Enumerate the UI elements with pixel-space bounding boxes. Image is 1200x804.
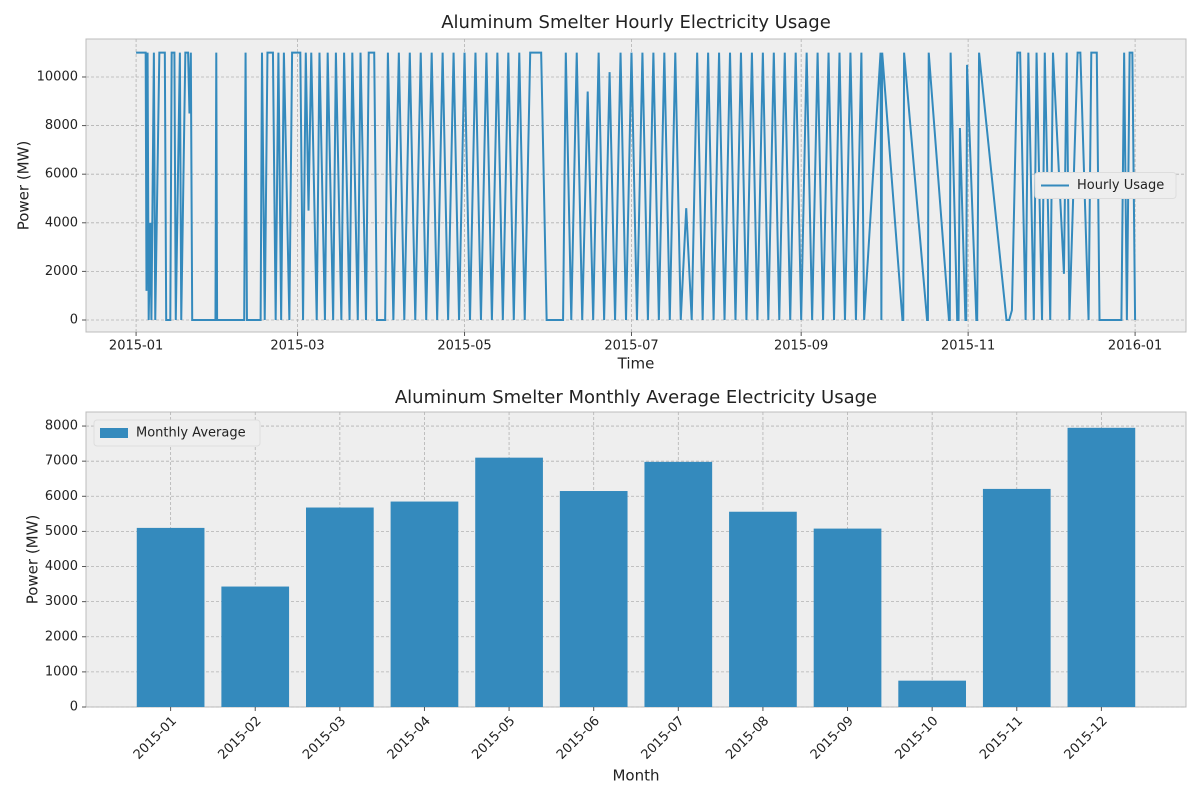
y-tick-label: 4000 [45,559,78,574]
legend-label: Monthly Average [136,426,246,441]
bar [898,680,966,707]
legend-box [1034,172,1177,199]
bar [813,528,882,707]
x-tick-label: 2015-06 [554,714,603,763]
legend-swatch [100,428,128,438]
y-tick-label: 8000 [45,118,78,133]
x-axis-label: Time [617,355,655,373]
x-tick-label: 2015-10 [892,714,941,763]
y-tick-label: 2000 [45,264,78,279]
x-tick-label: 2015-07 [639,714,688,763]
line-series [136,51,1137,321]
x-tick-label: 2016-01 [1108,339,1162,354]
bar [390,501,459,707]
x-tick-label: 2015-12 [1062,714,1111,763]
chart-title: Aluminum Smelter Monthly Average Electri… [395,387,877,408]
y-axis-label: Power (MW) [24,515,42,605]
bar [306,507,374,707]
bar [1067,427,1136,707]
y-tick-label: 6000 [45,489,78,504]
y-tick-label: 7000 [45,454,78,469]
y-tick-label: 0 [70,700,78,715]
x-axis-label: Month [612,767,659,785]
x-tick-label: 2015-04 [385,714,434,763]
x-tick-label: 2015-03 [270,339,324,354]
x-tick-label: 2015-08 [723,714,772,763]
bar [729,511,797,707]
y-tick-label: 3000 [45,594,78,609]
y-tick-label: 10000 [37,69,78,84]
x-tick-label: 2015-05 [469,714,518,763]
bar [559,491,628,707]
bar [982,488,1051,707]
x-tick-label: 2015-02 [216,714,265,763]
y-tick-label: 0 [70,312,78,327]
y-axis-label: Power (MW) [15,141,33,231]
chart-title: Aluminum Smelter Hourly Electricity Usag… [441,12,831,33]
y-tick-label: 6000 [45,167,78,182]
bar [136,527,205,707]
y-tick-label: 4000 [45,215,78,230]
x-tick-label: 2015-01 [109,339,163,354]
x-tick-label: 2015-07 [604,339,658,354]
x-tick-label: 2015-01 [131,714,180,763]
x-tick-label: 2015-09 [808,714,857,763]
y-tick-label: 5000 [45,524,78,539]
x-tick-label: 2015-11 [977,714,1026,763]
bar [475,457,543,707]
x-tick-label: 2015-05 [437,339,491,354]
legend-box [93,419,261,447]
y-tick-label: 8000 [45,419,78,434]
bar [644,461,713,707]
x-tick-label: 2015-03 [300,714,349,763]
legend-label: Hourly Usage [1077,178,1164,193]
legend: Monthly Average [93,419,261,447]
x-tick-label: 2015-11 [941,339,995,354]
bar [221,586,290,707]
legend: Hourly Usage [1034,172,1177,199]
y-tick-label: 1000 [45,664,78,679]
y-tick-label: 2000 [45,629,78,644]
x-tick-label: 2015-09 [774,339,828,354]
